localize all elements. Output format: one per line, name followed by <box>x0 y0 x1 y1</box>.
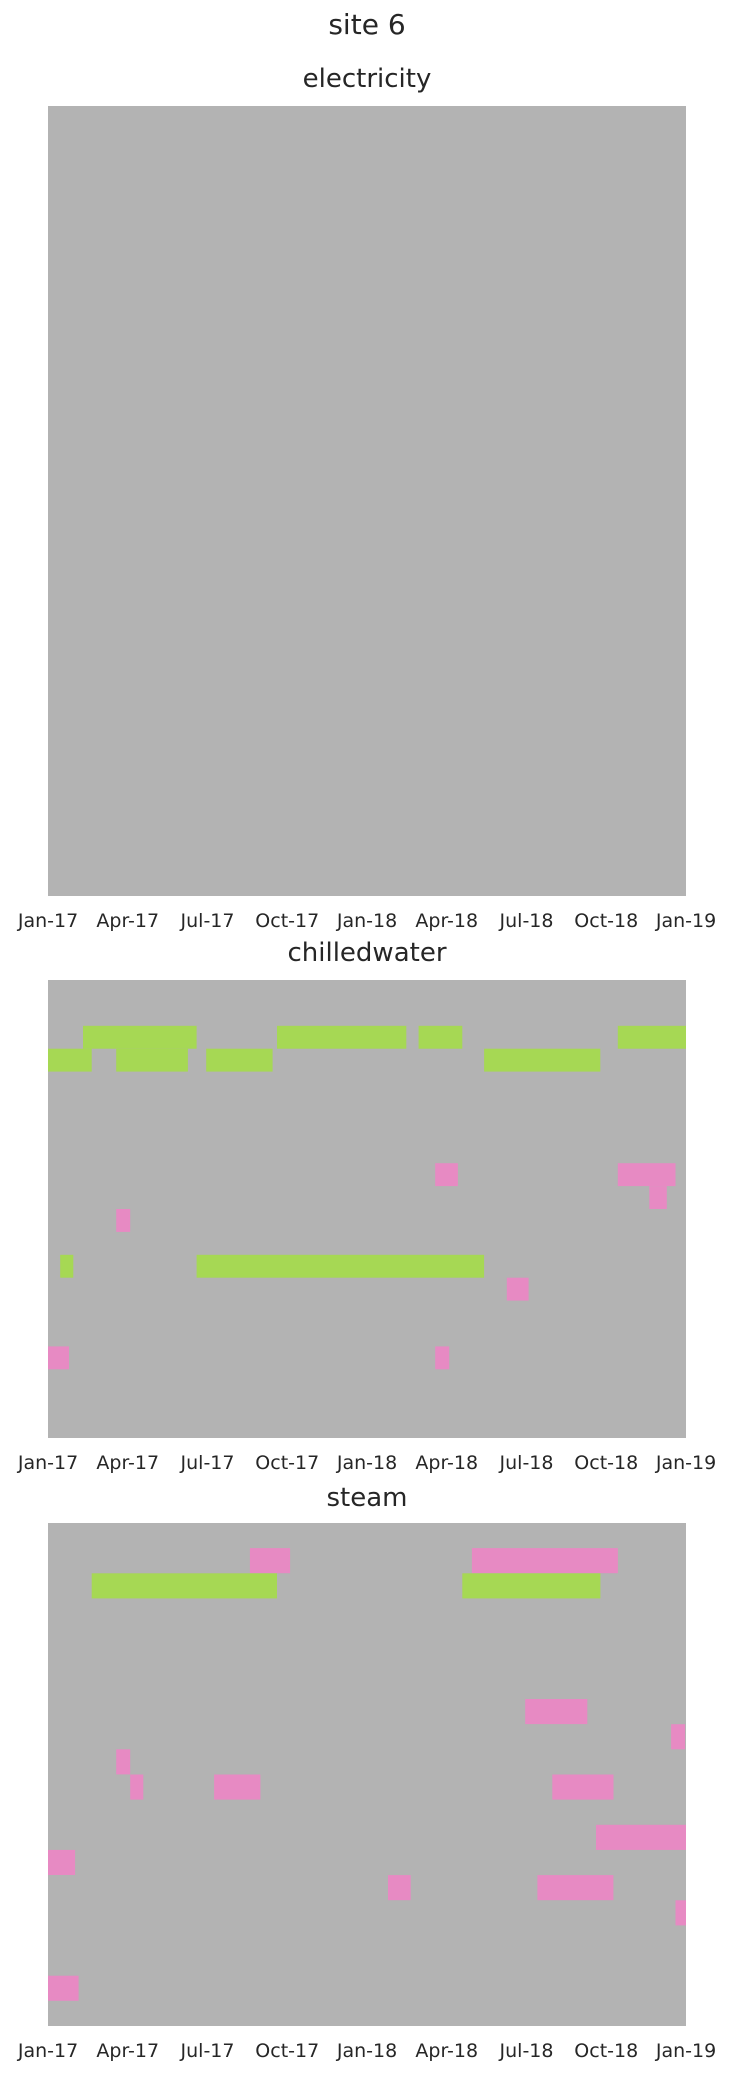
heatmap-segment <box>471 1548 618 1574</box>
x-tick-label: Jan-19 <box>655 910 717 932</box>
heatmap-segment <box>48 1346 69 1370</box>
heatmap-segment <box>617 1163 676 1187</box>
heatmap-segment <box>83 1025 197 1049</box>
x-tick-label: Apr-17 <box>96 1452 160 1474</box>
heatmap-segment <box>525 1699 588 1725</box>
heatmap-segment <box>196 1254 485 1278</box>
x-tick-label: Jan-18 <box>336 2040 398 2062</box>
x-tick-label: Oct-17 <box>255 1452 320 1474</box>
heatmap-segment <box>671 1724 686 1750</box>
figure-title: site 6 <box>328 8 406 41</box>
heatmap-segment <box>675 1900 686 1926</box>
heatmap-svg <box>48 1025 686 1370</box>
heatmap-segment <box>116 1209 131 1232</box>
heatmap-segment <box>649 1186 667 1209</box>
heatmap-steam <box>48 1523 686 2026</box>
x-tick-label: Jul-17 <box>180 2040 235 2062</box>
panel-title-electricity: electricity <box>302 64 432 94</box>
heatmap-segment <box>596 1824 686 1850</box>
heatmap-segment <box>116 1749 131 1775</box>
x-tick-label: Apr-17 <box>96 2040 160 2062</box>
x-tick-label: Jul-18 <box>499 1452 554 1474</box>
x-tick-label: Jul-18 <box>499 910 554 932</box>
x-tick-label: Jul-18 <box>499 2040 554 2062</box>
x-tick-label: Oct-17 <box>255 2040 320 2062</box>
panel-title-chilledwater: chilledwater <box>287 938 447 968</box>
x-tick-label: Oct-17 <box>255 910 320 932</box>
heatmap-segment <box>48 1849 76 1875</box>
x-tick-label: Jan-19 <box>655 2040 717 2062</box>
heatmap-segment <box>537 1875 614 1901</box>
x-tick-label: Apr-18 <box>415 2040 479 2062</box>
heatmap-segment <box>435 1163 458 1187</box>
heatmap-segment <box>435 1346 450 1370</box>
x-tick-label: Jan-18 <box>336 910 398 932</box>
heatmap-segment <box>506 1277 529 1301</box>
heatmap-segment <box>60 1254 74 1278</box>
panel-title-steam: steam <box>326 1483 408 1513</box>
heatmap-chilledwater <box>48 980 686 1438</box>
heatmap-electricity <box>48 106 686 896</box>
x-tick-label: Jul-17 <box>180 1452 235 1474</box>
heatmap-segment <box>484 1048 601 1072</box>
x-tick-label: Jan-18 <box>336 1452 398 1474</box>
x-tick-label: Jan-17 <box>17 1452 79 1474</box>
heatmap-segment <box>91 1573 277 1599</box>
x-tick-label: Oct-18 <box>574 2040 639 2062</box>
heatmap-segment <box>116 1048 188 1072</box>
heatmap-segment <box>617 1025 686 1049</box>
heatmap-segment <box>206 1048 273 1072</box>
heatmap-segment <box>48 1975 79 2001</box>
heatmap-segment <box>130 1774 144 1800</box>
x-tick-label: Jan-19 <box>655 1452 717 1474</box>
x-tick-label: Jul-17 <box>180 910 235 932</box>
heatmap-segment <box>214 1774 261 1800</box>
heatmap-segment <box>48 1048 92 1072</box>
heatmap-segment <box>249 1548 291 1574</box>
heatmap-segment <box>462 1573 601 1599</box>
x-tick-label: Jan-17 <box>17 2040 79 2062</box>
x-tick-label: Jan-17 <box>17 910 79 932</box>
x-tick-label: Oct-18 <box>574 910 639 932</box>
heatmap-segment <box>552 1774 614 1800</box>
heatmap-svg <box>48 106 686 896</box>
x-tick-label: Apr-18 <box>415 910 479 932</box>
heatmap-segment <box>388 1875 411 1901</box>
x-tick-label: Apr-17 <box>96 910 160 932</box>
x-tick-label: Apr-18 <box>415 1452 479 1474</box>
heatmap-svg <box>48 1548 686 2001</box>
heatmap-segment <box>277 1025 407 1049</box>
x-tick-label: Oct-18 <box>574 1452 639 1474</box>
heatmap-segment <box>418 1025 463 1049</box>
